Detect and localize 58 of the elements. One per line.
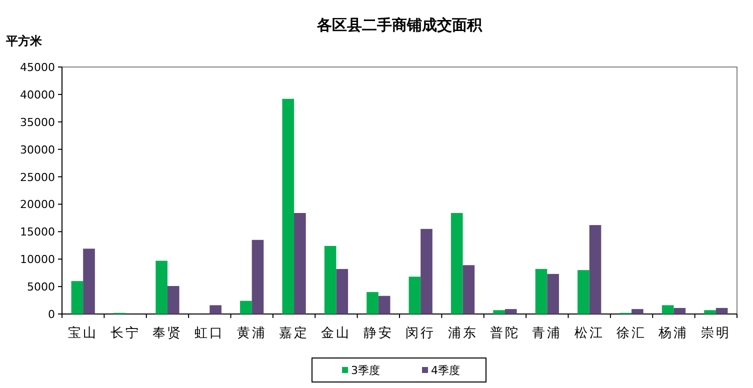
x-tick-label: 青浦	[532, 326, 562, 341]
y-tick-label: 25000	[20, 170, 55, 184]
bar	[71, 281, 84, 314]
x-tick-label: 虹口	[194, 326, 225, 341]
x-tick-label: 闵行	[406, 326, 436, 341]
bar	[240, 300, 252, 314]
bar	[210, 305, 222, 314]
bar	[547, 274, 559, 314]
bar	[294, 213, 306, 314]
y-tick-label: 15000	[20, 226, 55, 239]
y-tick-label: 30000	[20, 143, 55, 156]
bar	[156, 260, 168, 314]
y-axis-title: 平方米	[5, 34, 43, 48]
bar	[704, 310, 716, 314]
legend-label: 4季度	[431, 364, 460, 377]
bar	[378, 296, 390, 314]
y-tick-label: 20000	[20, 198, 55, 212]
bar	[674, 308, 686, 314]
y-tick-label: 40000	[20, 88, 55, 102]
x-tick-label: 崇明	[700, 326, 731, 341]
bar	[324, 246, 336, 314]
bar	[716, 308, 728, 314]
x-tick-label: 浦东	[448, 326, 478, 341]
bar	[535, 268, 548, 314]
x-tick-label: 金山	[321, 326, 352, 341]
bar	[420, 228, 432, 314]
x-tick-label: 黄浦	[236, 326, 267, 341]
y-tick-label: 10000	[20, 253, 55, 266]
x-tick-label: 奉贤	[152, 326, 182, 341]
x-tick-label: 普陀	[490, 325, 520, 341]
bar	[662, 305, 674, 314]
bar	[462, 265, 475, 314]
y-tick-label: 35000	[20, 116, 55, 129]
bar	[504, 309, 517, 314]
x-tick-label: 长宁	[110, 325, 140, 341]
x-tick-label: 松江	[574, 326, 604, 341]
bar	[450, 213, 463, 314]
bar	[252, 240, 264, 314]
x-tick-label: 徐汇	[616, 326, 647, 341]
bar	[336, 268, 348, 314]
bar	[167, 286, 180, 314]
x-tick-label: 嘉定	[279, 326, 310, 341]
y-tick-label: 5000	[27, 280, 55, 294]
bar	[493, 310, 505, 314]
bar	[578, 270, 590, 314]
legend-label: 3季度	[351, 364, 380, 377]
bar	[632, 309, 644, 314]
chart-title: 各区县二手商铺成交面积	[316, 16, 483, 34]
y-tick-label: 45000	[20, 61, 55, 74]
bar	[83, 248, 95, 314]
bar	[408, 276, 421, 314]
bar	[589, 225, 602, 314]
y-tick-label: 0	[48, 308, 55, 321]
bar	[366, 292, 378, 314]
x-tick-label: 宝山	[68, 325, 98, 341]
x-tick-label: 杨浦	[658, 326, 689, 341]
x-tick-label: 静安	[363, 325, 394, 341]
bar	[282, 98, 294, 314]
